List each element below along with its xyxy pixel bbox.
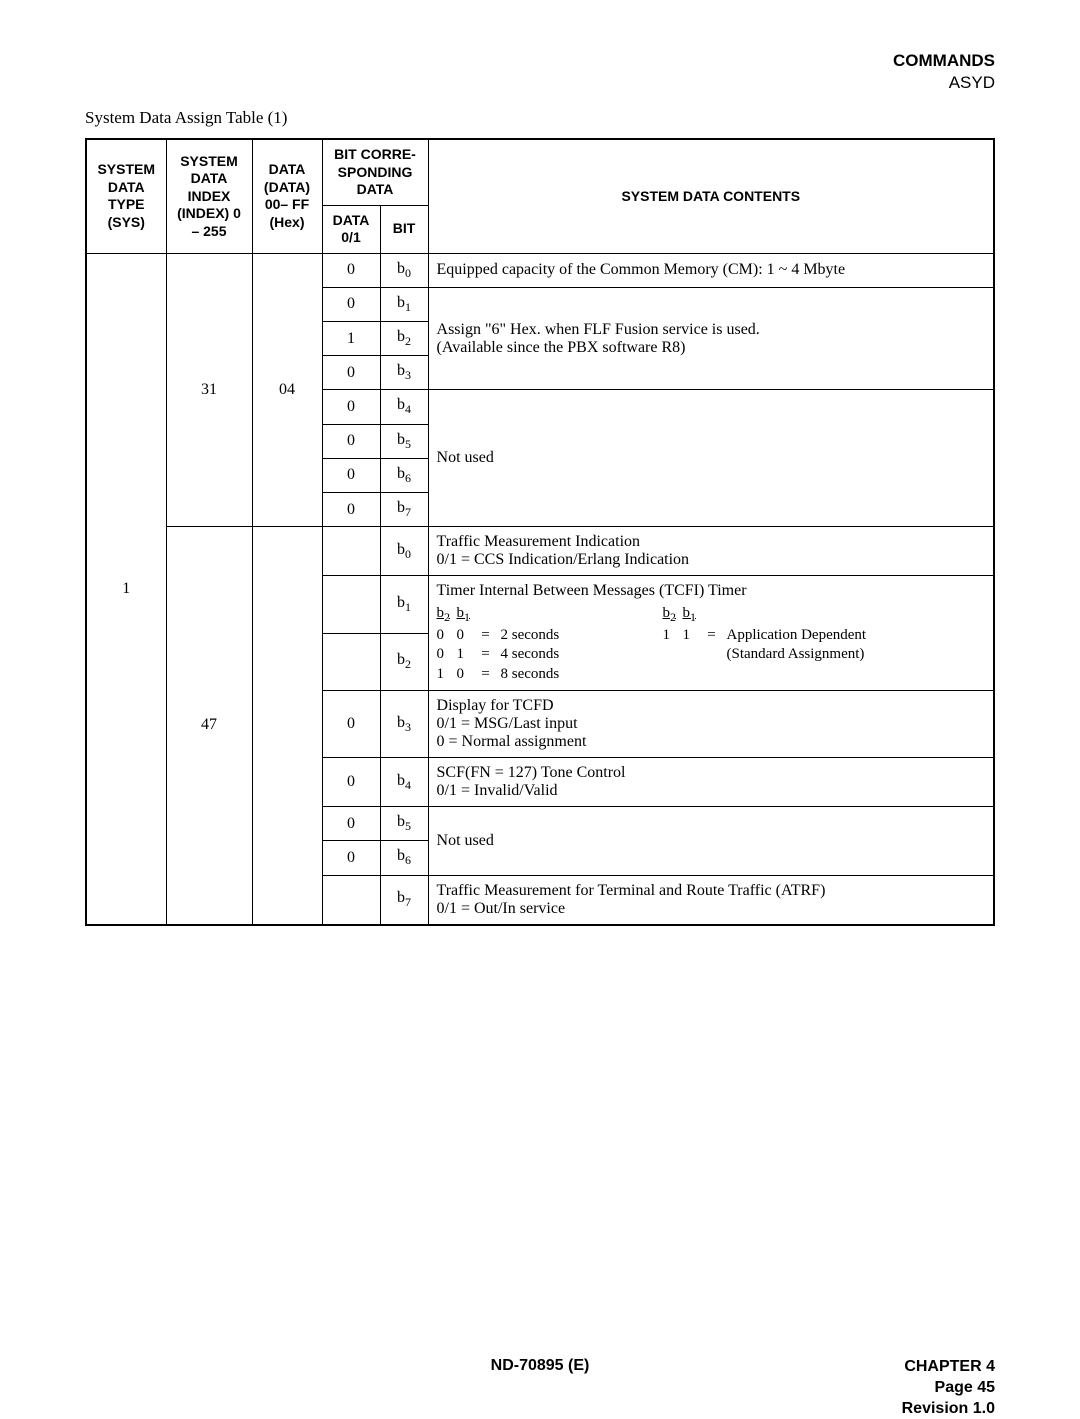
cell-bit: b7 bbox=[380, 493, 428, 527]
cell-d01: 0 bbox=[322, 691, 380, 758]
table-row: 47 b0 Traffic Measurement Indication 0/1… bbox=[86, 527, 994, 576]
cell-index-31: 31 bbox=[166, 253, 252, 527]
cell-bit: b5 bbox=[380, 424, 428, 458]
cell-d01: 1 bbox=[322, 322, 380, 356]
footer-page: Page 45 bbox=[902, 1378, 995, 1399]
cell-d01: 0 bbox=[322, 356, 380, 390]
cell-index-47: 47 bbox=[166, 527, 252, 925]
cell-d01: 0 bbox=[322, 287, 380, 321]
system-data-table: SYSTEM DATA TYPE (SYS) SYSTEM DATA INDEX… bbox=[85, 138, 995, 925]
cell-d01: 0 bbox=[322, 253, 380, 287]
cell-sys: 1 bbox=[86, 253, 166, 924]
cell-d01: 0 bbox=[322, 841, 380, 875]
cell-d01: 0 bbox=[322, 458, 380, 492]
th-bitgroup: BIT CORRE-SPONDING DATA bbox=[322, 139, 428, 205]
cell-bit: b2 bbox=[380, 322, 428, 356]
cell-d01: 0 bbox=[322, 493, 380, 527]
cell-d01: 0 bbox=[322, 758, 380, 807]
cell-bit: b6 bbox=[380, 841, 428, 875]
page-header: COMMANDS ASYD bbox=[85, 50, 995, 94]
cell-bit: b2 bbox=[380, 633, 428, 691]
footer-doc-number: ND-70895 (E) bbox=[85, 1357, 995, 1375]
cell-bit: b1 bbox=[380, 576, 428, 634]
cell-content-tcfi: Timer Internal Between Messages (TCFI) T… bbox=[428, 576, 994, 691]
cell-bit: b7 bbox=[380, 875, 428, 925]
th-bit: BIT bbox=[380, 205, 428, 253]
th-d01: DATA 0/1 bbox=[322, 205, 380, 253]
header-subtitle: ASYD bbox=[85, 72, 995, 94]
cell-bit: b0 bbox=[380, 527, 428, 576]
cell-d01 bbox=[322, 633, 380, 691]
footer-chapter: CHAPTER 4 bbox=[902, 1357, 995, 1378]
cell-d01: 0 bbox=[322, 424, 380, 458]
cell-d01: 0 bbox=[322, 390, 380, 424]
table-row: 1 31 04 0 b0 Equipped capacity of the Co… bbox=[86, 253, 994, 287]
cell-content: Assign "6" Hex. when FLF Fusion service … bbox=[428, 287, 994, 390]
cell-bit: b4 bbox=[380, 390, 428, 424]
cell-content: Not used bbox=[428, 807, 994, 875]
cell-bit: b1 bbox=[380, 287, 428, 321]
table-caption: System Data Assign Table (1) bbox=[85, 108, 995, 128]
cell-content: Not used bbox=[428, 390, 994, 527]
footer-revision: Revision 1.0 bbox=[902, 1399, 995, 1419]
cell-d01 bbox=[322, 576, 380, 634]
th-contents: SYSTEM DATA CONTENTS bbox=[428, 139, 994, 253]
cell-bit: b4 bbox=[380, 758, 428, 807]
th-data: DATA (DATA) 00– FF (Hex) bbox=[252, 139, 322, 253]
cell-d01: 0 bbox=[322, 807, 380, 841]
th-index: SYSTEM DATA INDEX (INDEX) 0 – 255 bbox=[166, 139, 252, 253]
th-sys: SYSTEM DATA TYPE (SYS) bbox=[86, 139, 166, 253]
cell-content: Traffic Measurement Indication 0/1 = CCS… bbox=[428, 527, 994, 576]
cell-data-31: 04 bbox=[252, 253, 322, 527]
cell-d01 bbox=[322, 875, 380, 925]
cell-content: SCF(FN = 127) Tone Control 0/1 = Invalid… bbox=[428, 758, 994, 807]
footer-right: CHAPTER 4 Page 45 Revision 1.0 bbox=[902, 1357, 995, 1419]
cell-bit: b5 bbox=[380, 807, 428, 841]
cell-content: Display for TCFD 0/1 = MSG/Last input 0 … bbox=[428, 691, 994, 758]
cell-bit: b0 bbox=[380, 253, 428, 287]
cell-content: Traffic Measurement for Terminal and Rou… bbox=[428, 875, 994, 925]
header-title: COMMANDS bbox=[85, 50, 995, 72]
cell-content: Equipped capacity of the Common Memory (… bbox=[428, 253, 994, 287]
cell-d01 bbox=[322, 527, 380, 576]
cell-bit: b3 bbox=[380, 356, 428, 390]
cell-data-47 bbox=[252, 527, 322, 925]
cell-bit: b6 bbox=[380, 458, 428, 492]
tcfi-grid: b2 b1 b2 b1 0 0 = 2 seconds 1 1 = Applic… bbox=[437, 604, 985, 684]
cell-bit: b3 bbox=[380, 691, 428, 758]
